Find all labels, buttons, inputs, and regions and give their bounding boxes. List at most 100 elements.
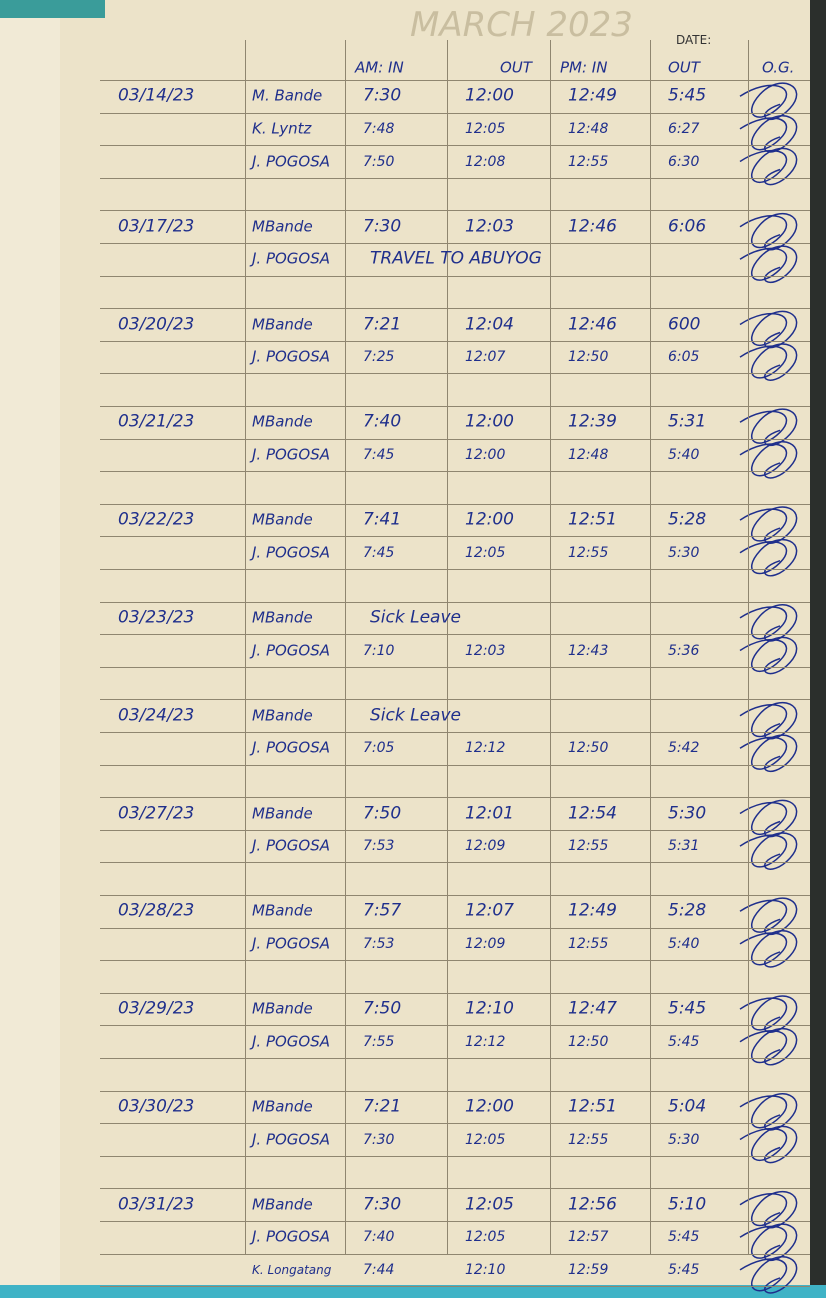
row-rule xyxy=(100,112,810,114)
employee-name: J. POGOSA xyxy=(252,738,331,757)
time-am-in: 7:50 xyxy=(363,998,402,1019)
entry-date: 03/17/23 xyxy=(118,216,195,237)
column-header: PM: IN xyxy=(560,58,608,77)
time-pm-in: 12:39 xyxy=(568,411,617,432)
entry-date: 03/29/23 xyxy=(118,998,195,1019)
time-am-out: 12:03 xyxy=(465,642,506,659)
time-am-out: 12:07 xyxy=(465,900,514,921)
signature xyxy=(739,245,798,284)
signature xyxy=(739,995,798,1033)
column-header: OUT xyxy=(500,58,532,77)
signature xyxy=(739,310,798,349)
time-pm-out: 5:40 xyxy=(668,935,700,952)
row-rule xyxy=(100,634,810,636)
column-rule xyxy=(748,40,749,1255)
time-pm-out: 5:45 xyxy=(668,998,707,1019)
time-am-in: 7:55 xyxy=(363,1033,395,1050)
signature xyxy=(739,897,798,936)
time-am-in: 7:53 xyxy=(363,838,395,855)
row-rule xyxy=(100,764,810,766)
time-pm-in: 12:50 xyxy=(568,349,609,366)
employee-name: J. POGOSA xyxy=(252,249,331,268)
time-am-in: 7:21 xyxy=(363,1096,402,1117)
time-am-in: 7:44 xyxy=(363,1261,395,1278)
signature xyxy=(739,799,798,838)
entry-note: TRAVEL TO ABUYOG xyxy=(370,248,542,269)
row-rule xyxy=(100,536,810,538)
employee-name: J. POGOSA xyxy=(252,347,331,366)
time-pm-in: 12:55 xyxy=(568,544,609,561)
time-am-out: 12:05 xyxy=(465,1229,506,1246)
time-am-out: 12:00 xyxy=(465,446,506,463)
time-pm-in: 12:54 xyxy=(568,803,617,823)
signature xyxy=(739,604,798,642)
employee-name: J. POGOSA xyxy=(252,641,331,659)
employee-name: J. POGOSA xyxy=(252,1032,331,1051)
time-am-out: 12:08 xyxy=(465,153,506,170)
time-pm-out: 600 xyxy=(668,314,701,334)
signature xyxy=(739,832,798,870)
time-pm-in: 12:55 xyxy=(568,838,609,855)
row-rule xyxy=(100,1155,810,1157)
time-pm-out: 5:45 xyxy=(668,1229,700,1246)
row-rule xyxy=(100,1058,810,1059)
time-pm-in: 12:51 xyxy=(568,1096,617,1117)
time-am-in: 7:45 xyxy=(363,544,395,561)
signature xyxy=(739,930,798,968)
time-pm-in: 12:48 xyxy=(568,446,609,463)
time-pm-out: 5:40 xyxy=(668,446,700,463)
row-rule xyxy=(100,829,810,831)
time-am-in: 7:30 xyxy=(363,1194,402,1215)
entry-date: 03/30/23 xyxy=(118,1096,195,1117)
signature xyxy=(739,343,798,381)
time-pm-out: 5:30 xyxy=(668,803,707,823)
time-pm-out: 5:30 xyxy=(668,544,700,561)
row-rule xyxy=(100,862,810,864)
time-pm-out: 5:04 xyxy=(668,1096,707,1117)
cover-edge xyxy=(0,0,105,18)
row-rule xyxy=(100,699,810,701)
time-pm-in: 12:59 xyxy=(568,1261,609,1278)
time-am-out: 12:07 xyxy=(465,349,506,366)
row-rule xyxy=(100,797,810,799)
employee-name: MBande xyxy=(252,706,313,725)
employee-name: MBande xyxy=(252,510,313,529)
row-rule xyxy=(100,275,810,277)
time-am-in: 7:30 xyxy=(363,1131,395,1148)
time-am-in: 7:30 xyxy=(363,85,402,106)
row-rule xyxy=(100,569,810,570)
time-pm-in: 12:57 xyxy=(568,1229,609,1246)
time-pm-out: 5:45 xyxy=(668,1033,700,1050)
time-pm-in: 12:48 xyxy=(568,120,609,137)
employee-name: J. POGOSA xyxy=(252,152,331,170)
row-rule xyxy=(100,406,810,407)
signature xyxy=(739,702,798,740)
row-rule xyxy=(100,895,810,896)
time-am-in: 7:41 xyxy=(363,509,402,530)
signature xyxy=(739,1223,798,1262)
employee-name: MBande xyxy=(252,901,313,920)
row-rule xyxy=(100,503,810,505)
date-label: DATE: xyxy=(676,33,712,47)
time-pm-out: 5:31 xyxy=(668,411,707,432)
employee-name: J. POGOSA xyxy=(252,836,331,855)
time-am-out: 12:04 xyxy=(465,314,514,334)
time-pm-out: 5:28 xyxy=(668,509,707,530)
entry-date: 03/23/23 xyxy=(118,607,195,628)
time-pm-in: 12:46 xyxy=(568,216,617,237)
row-rule xyxy=(100,308,810,310)
time-am-out: 12:00 xyxy=(465,411,514,432)
row-rule xyxy=(100,1221,810,1222)
entry-date: 03/21/23 xyxy=(118,411,195,432)
time-am-in: 7:48 xyxy=(363,120,395,137)
time-pm-in: 12:43 xyxy=(568,642,609,659)
time-pm-in: 12:55 xyxy=(568,1131,609,1148)
row-rule xyxy=(100,1188,810,1190)
signature xyxy=(739,1125,798,1164)
employee-name: J. POGOSA xyxy=(252,543,331,562)
time-am-out: 12:09 xyxy=(465,935,506,952)
row-rule xyxy=(100,373,810,375)
time-pm-out: 5:42 xyxy=(668,740,700,757)
employee-name: K. Lyntz xyxy=(252,119,312,138)
time-am-out: 12:01 xyxy=(465,803,514,823)
